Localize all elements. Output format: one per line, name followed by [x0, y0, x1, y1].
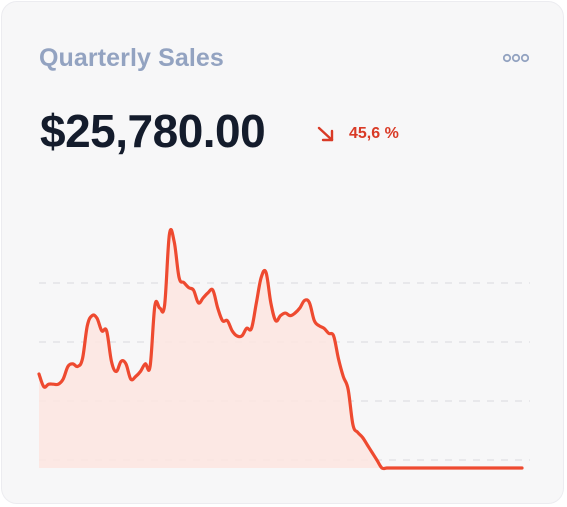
sales-value: $25,780.00	[40, 105, 266, 157]
series-line	[37, 227, 524, 471]
more-dots-icon	[503, 53, 529, 63]
change-indicator: 45,6 %	[315, 123, 399, 145]
more-options-button[interactable]	[500, 44, 532, 72]
card-title: Quarterly Sales	[39, 44, 224, 72]
change-percent: 45,6 %	[349, 125, 399, 142]
arrow-down-right-icon	[317, 126, 334, 142]
series-area	[39, 229, 522, 469]
